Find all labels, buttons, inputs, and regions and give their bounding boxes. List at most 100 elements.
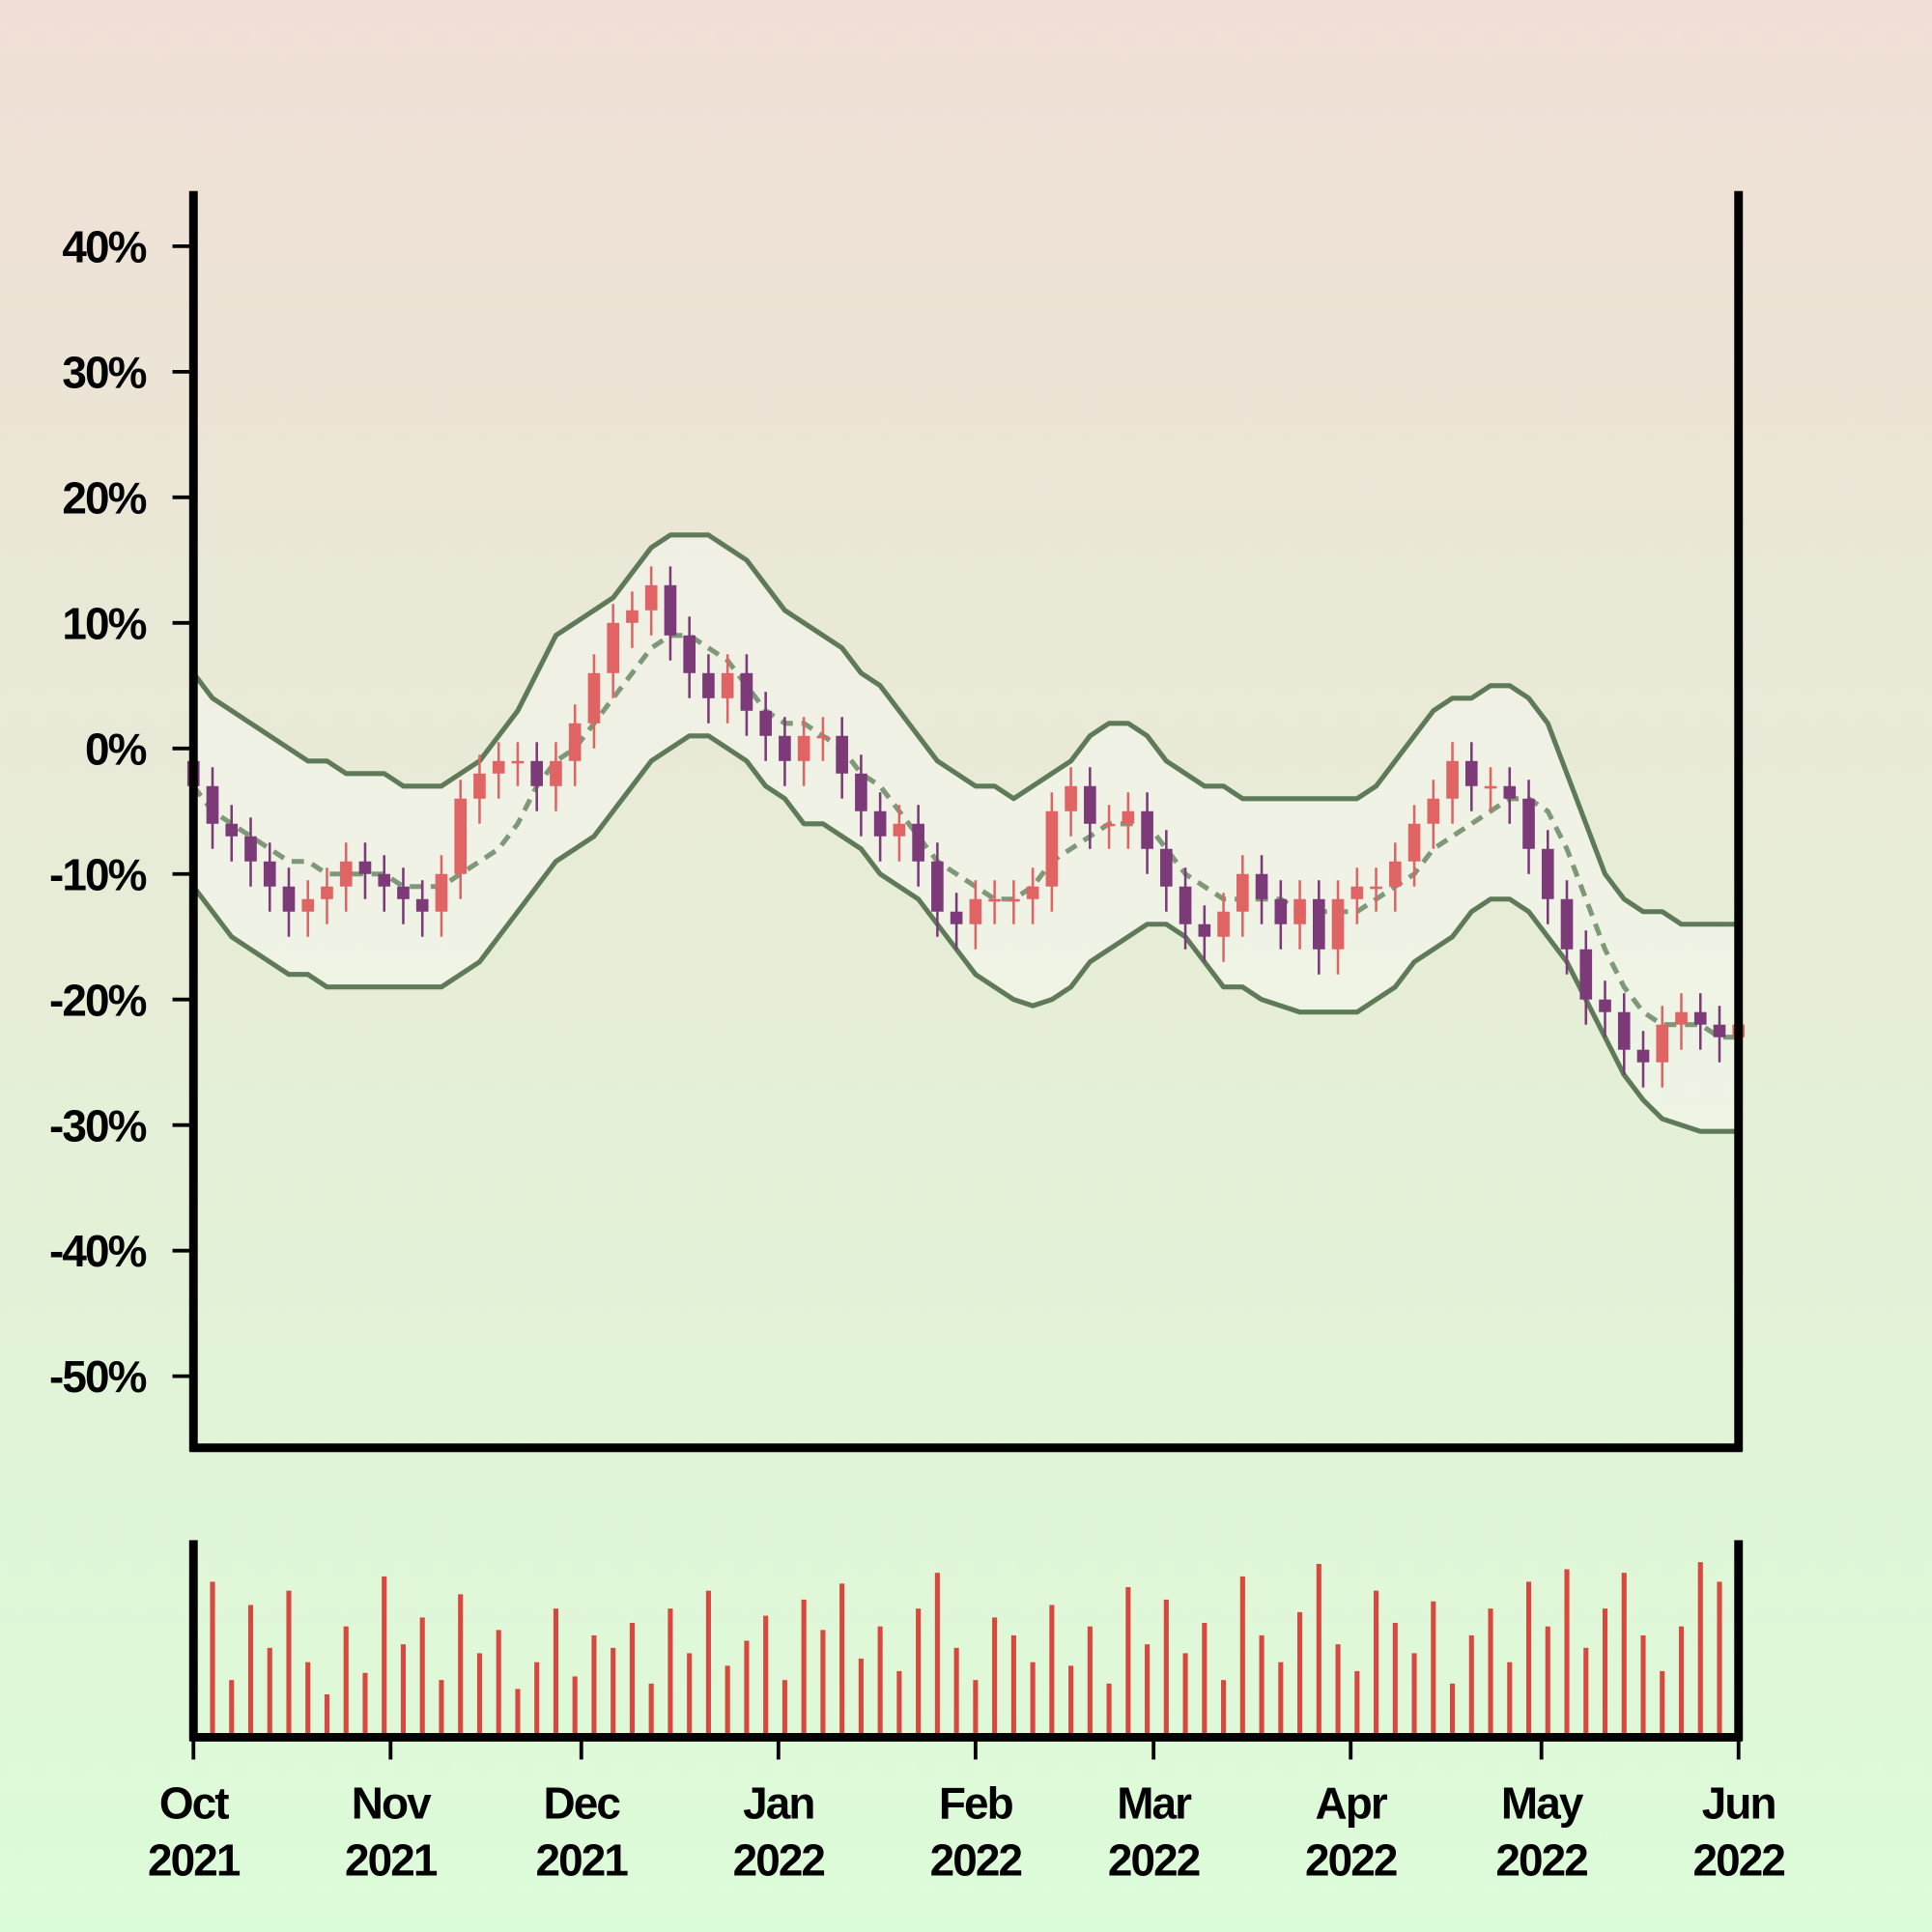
candle-body bbox=[1179, 886, 1192, 924]
candle-body bbox=[1388, 861, 1402, 887]
candle-body bbox=[797, 735, 810, 761]
candle-body bbox=[1350, 886, 1364, 899]
volume-bar bbox=[839, 1583, 845, 1734]
volume-bar bbox=[1221, 1680, 1227, 1734]
candle-body bbox=[1503, 785, 1517, 799]
y-tick-label: 30% bbox=[62, 347, 146, 397]
volume-bar bbox=[1316, 1563, 1321, 1734]
candle-layer bbox=[186, 532, 1746, 1734]
candle-body bbox=[779, 735, 791, 761]
volume-bar bbox=[229, 1680, 235, 1734]
volume-bar bbox=[744, 1640, 750, 1734]
volume-bar bbox=[668, 1608, 673, 1734]
volume-bar bbox=[705, 1590, 711, 1734]
volume-bar bbox=[1411, 1653, 1417, 1734]
candle-body bbox=[1427, 798, 1440, 824]
candle-body bbox=[740, 672, 753, 711]
candle-body bbox=[244, 836, 257, 862]
x-tick-label: May 2022 bbox=[1495, 1778, 1587, 1886]
x-tick-label: Oct 2021 bbox=[148, 1778, 241, 1886]
volume-bar bbox=[1697, 1562, 1703, 1734]
volume-bar bbox=[611, 1647, 616, 1734]
candle-body bbox=[358, 861, 372, 874]
band-layer bbox=[193, 534, 1739, 1132]
candle-body bbox=[1331, 898, 1345, 950]
volume-bar bbox=[1030, 1662, 1036, 1734]
volume-bar bbox=[1583, 1647, 1589, 1734]
candle-body bbox=[1045, 810, 1059, 887]
volume-bar bbox=[992, 1617, 998, 1734]
y-tick-label: -50% bbox=[49, 1351, 147, 1402]
candle-body bbox=[893, 823, 906, 837]
candle-body bbox=[1522, 798, 1535, 849]
candle-body bbox=[435, 873, 448, 912]
volume-bar bbox=[1717, 1581, 1722, 1734]
candle-body bbox=[873, 810, 887, 837]
volume-bar bbox=[439, 1680, 444, 1734]
volume-bar bbox=[496, 1630, 501, 1734]
candle-body bbox=[1407, 823, 1421, 862]
volume-bar bbox=[1049, 1605, 1055, 1734]
volume-bar bbox=[1297, 1611, 1303, 1734]
candle-body bbox=[1693, 1011, 1707, 1025]
volume-bar bbox=[1468, 1634, 1474, 1734]
volume-bar bbox=[953, 1647, 959, 1734]
candle-body bbox=[836, 735, 848, 774]
volume-bar bbox=[1145, 1644, 1151, 1734]
candle-body bbox=[1008, 898, 1020, 902]
volume-bar bbox=[553, 1608, 558, 1734]
candle-body bbox=[644, 584, 658, 611]
volume-bar bbox=[916, 1608, 922, 1734]
volume-bar bbox=[973, 1680, 979, 1734]
volume-bar bbox=[343, 1626, 349, 1734]
volume-bar bbox=[1202, 1622, 1208, 1734]
volume-bar bbox=[1374, 1590, 1379, 1734]
volume-bar bbox=[1525, 1581, 1532, 1734]
candle-body bbox=[664, 584, 677, 636]
candle-body bbox=[912, 823, 924, 862]
candle-body bbox=[1217, 911, 1230, 937]
volume-bar bbox=[1621, 1573, 1627, 1734]
volume-bar bbox=[1640, 1634, 1646, 1734]
x-tick-label: Dec 2021 bbox=[536, 1778, 629, 1886]
volume-bar bbox=[382, 1576, 387, 1734]
axis-layer: 40% 30% 20% 10% 0% -10% -20% -30% -40% -50% Oct 202… bbox=[49, 190, 1786, 1886]
volume-bar bbox=[629, 1622, 635, 1734]
candle-body bbox=[1065, 785, 1077, 811]
candle-body bbox=[1198, 923, 1211, 937]
volume-bar bbox=[305, 1662, 311, 1734]
volume-bar bbox=[1259, 1634, 1264, 1734]
candle-body bbox=[1122, 810, 1135, 824]
candle-body bbox=[1599, 999, 1611, 1012]
middle-band bbox=[191, 633, 1739, 1040]
volume-bar bbox=[1163, 1599, 1169, 1734]
y-tick-label: -10% bbox=[49, 849, 147, 899]
volume-bar bbox=[1239, 1576, 1245, 1734]
volume-bar bbox=[1278, 1662, 1284, 1734]
candle-body bbox=[530, 760, 544, 786]
y-tick-label: 10% bbox=[62, 598, 146, 648]
candle-body bbox=[206, 785, 219, 824]
candle-body bbox=[1084, 785, 1096, 824]
volume-bar bbox=[1182, 1653, 1188, 1734]
candle-body bbox=[759, 710, 772, 736]
x-tick-label: Nov 2021 bbox=[345, 1778, 438, 1886]
volume-bar bbox=[1488, 1608, 1493, 1734]
volume-bar bbox=[934, 1573, 940, 1734]
candle-body bbox=[1541, 848, 1554, 899]
volume-bar bbox=[267, 1647, 272, 1734]
volume-bar bbox=[687, 1653, 693, 1734]
volume-bar bbox=[1354, 1670, 1360, 1734]
volume-bar bbox=[1678, 1626, 1685, 1734]
candle-body bbox=[1636, 1049, 1650, 1063]
candle-body bbox=[587, 672, 601, 724]
volume-bar bbox=[763, 1615, 769, 1734]
candle-body bbox=[1656, 1024, 1669, 1063]
x-tick-label: Apr 2022 bbox=[1305, 1778, 1397, 1886]
candle-body bbox=[607, 622, 620, 673]
candle-body bbox=[282, 886, 296, 912]
candle-body bbox=[550, 760, 562, 786]
volume-bar bbox=[286, 1590, 292, 1734]
